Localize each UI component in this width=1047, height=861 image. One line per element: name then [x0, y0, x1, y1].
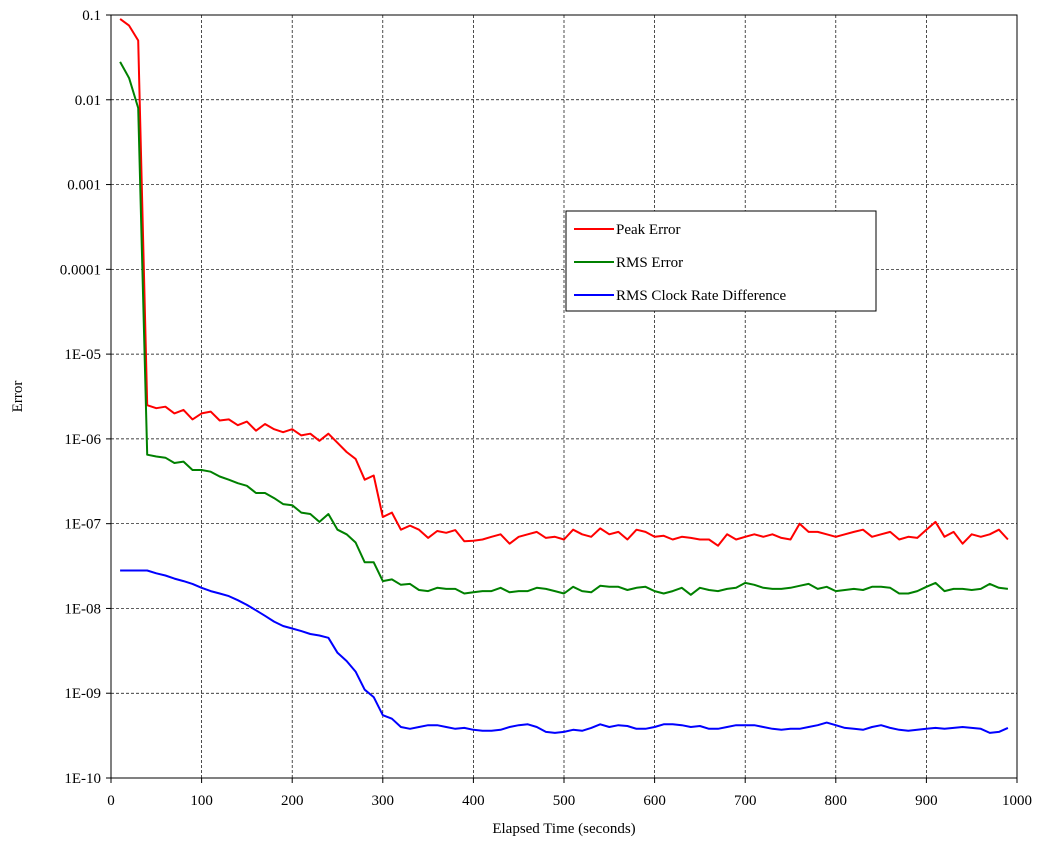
- x-tick-label: 200: [281, 793, 304, 809]
- x-tick-label: 300: [372, 793, 395, 809]
- y-axis-ticks: 0.1 0.01 0.001 0.0001 1E-05 1E-06 1E-07 1E-08 1E…: [60, 8, 111, 787]
- x-tick-label: 900: [915, 793, 938, 809]
- x-tick-label: 500: [553, 793, 576, 809]
- x-axis-ticks: 0 100 200 300 400 500 600 700 800 900 1000: [107, 778, 1032, 809]
- grid-lines: [111, 15, 1017, 778]
- x-tick-label: 700: [734, 793, 757, 809]
- y-tick-label: 1E-08: [64, 601, 101, 617]
- x-tick-label: 400: [462, 793, 485, 809]
- legend-label: Peak Error: [616, 222, 681, 238]
- y-tick-label: 0.001: [67, 178, 101, 194]
- y-tick-label: 1E-09: [64, 686, 101, 702]
- legend: Peak Error RMS Error RMS Clock Rate Differ…: [565, 210, 877, 312]
- x-tick-label: 100: [190, 793, 213, 809]
- x-tick-label: 1000: [1002, 793, 1032, 809]
- legend-label: RMS Error: [616, 255, 683, 271]
- x-tick-label: 0: [107, 793, 115, 809]
- x-tick-label: 600: [643, 793, 666, 809]
- y-tick-label: 1E-05: [64, 347, 101, 363]
- legend-box: [565, 210, 877, 312]
- series-line-2: [119, 61, 1009, 596]
- x-axis-title: Elapsed Time (seconds): [492, 821, 635, 837]
- legend-label: RMS Clock Rate Difference: [616, 288, 786, 304]
- y-axis-title: Error: [10, 381, 26, 413]
- series-line-1: [119, 18, 1009, 547]
- y-tick-label: 0.01: [75, 93, 101, 109]
- y-tick-label: 1E-06: [64, 432, 101, 448]
- y-tick-label: 1E-10: [64, 771, 101, 787]
- y-tick-label: 0.1: [82, 8, 101, 24]
- y-tick-label: 1E-07: [64, 517, 101, 533]
- x-tick-label: 800: [825, 793, 848, 809]
- y-tick-label: 0.0001: [60, 262, 101, 278]
- series-lines: [119, 18, 1009, 734]
- series-line-3: [120, 569, 1009, 734]
